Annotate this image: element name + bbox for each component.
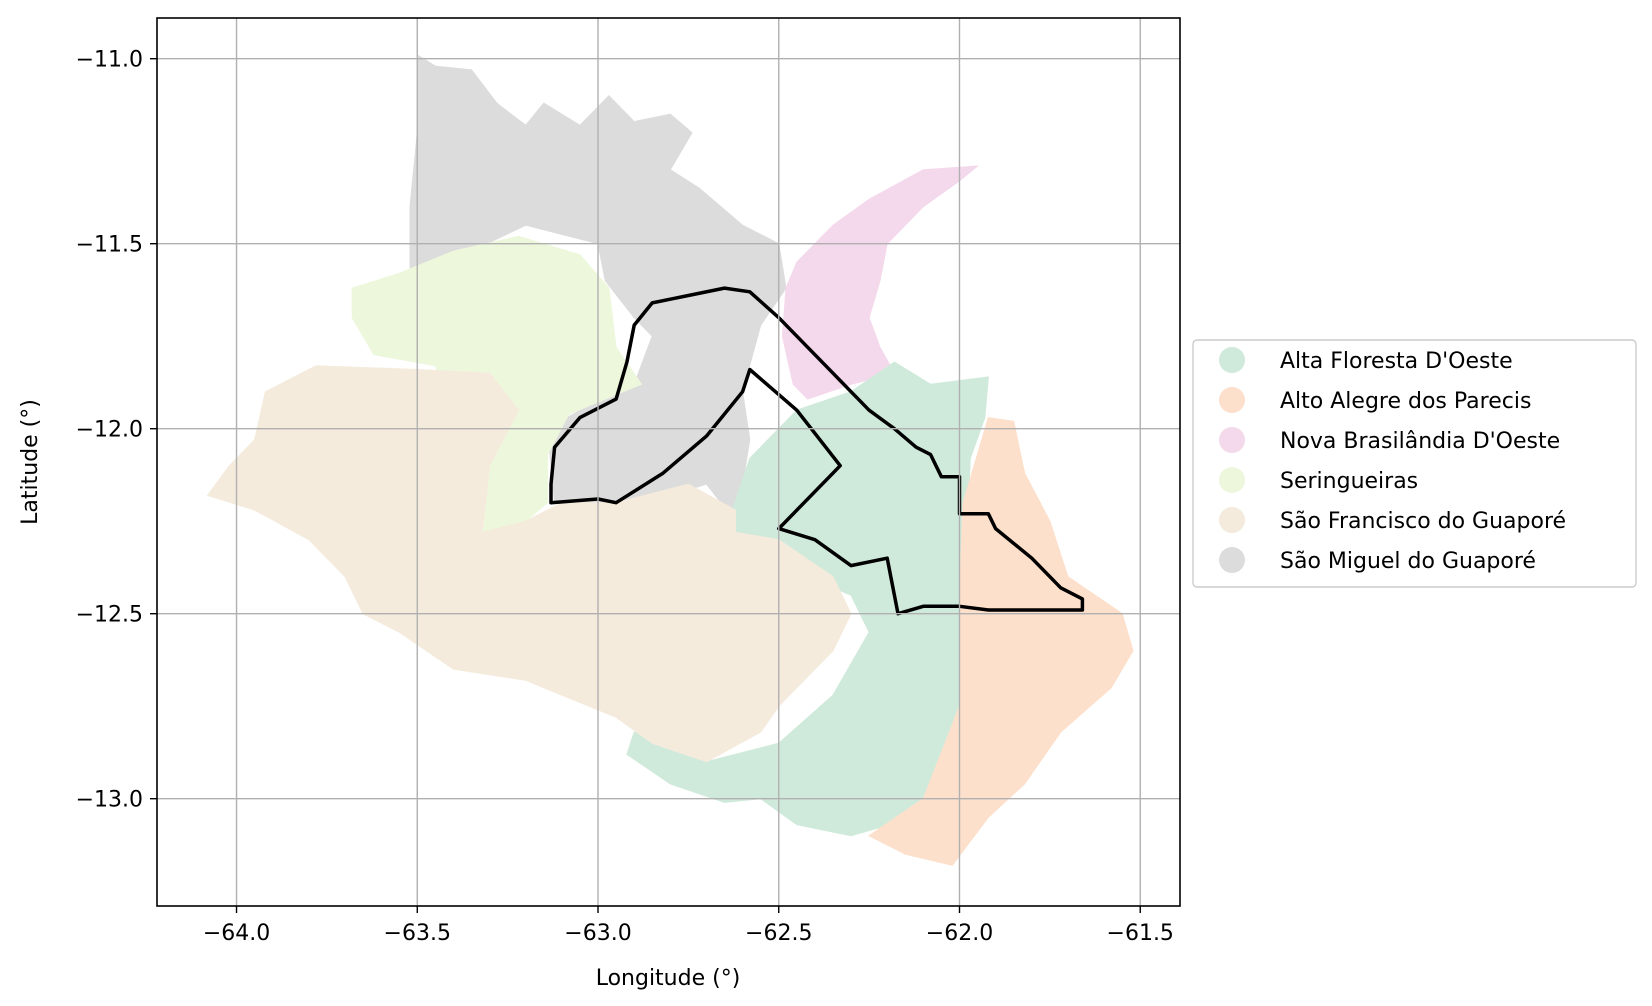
- legend-frame: [1192, 339, 1637, 588]
- y-tick-label: −11.5: [76, 233, 143, 258]
- region-sao-miguel-do-guapore: [409, 54, 787, 523]
- legend-marker: [1219, 507, 1245, 533]
- legend-label: Seringueiras: [1280, 469, 1418, 494]
- legend-marker: [1219, 427, 1245, 453]
- legend-label: Alta Floresta D'Oeste: [1280, 349, 1513, 374]
- legend: Alta Floresta D'Oeste Alto Alegre dos Par…: [1192, 339, 1637, 588]
- x-tick-label: −62.0: [926, 921, 993, 946]
- plot-frame: [156, 17, 1181, 907]
- x-tick-label: −63.0: [564, 921, 631, 946]
- highlight-outline-layer: [549, 286, 1085, 616]
- y-tick-label: −13.0: [76, 788, 143, 813]
- regions-layer: [206, 54, 1134, 866]
- legend-marker: [1219, 387, 1245, 413]
- legend-marker: [1219, 467, 1245, 493]
- legend-items: Alta Floresta D'Oeste Alto Alegre dos Par…: [1219, 347, 1566, 574]
- y-axis-label: Latitude (°): [18, 399, 43, 525]
- highlight-outline: [549, 286, 1085, 616]
- legend-marker: [1219, 547, 1245, 573]
- x-axis-ticks: −64.0 −63.5 −63.0 −62.5 −62.0 −61.5: [203, 906, 1174, 946]
- x-tick-label: −64.0: [203, 921, 270, 946]
- legend-label: São Miguel do Guaporé: [1280, 549, 1536, 574]
- legend-label: São Francisco do Guaporé: [1280, 509, 1566, 534]
- legend-label: Nova Brasilândia D'Oeste: [1280, 429, 1560, 454]
- legend-label: Alto Alegre dos Parecis: [1280, 389, 1531, 414]
- grid-layer: [157, 18, 1180, 906]
- region-sao-francisco-do-guapore: [206, 365, 852, 763]
- y-tick-label: −12.5: [76, 603, 143, 628]
- x-axis-label: Longitude (°): [596, 966, 741, 991]
- y-axis-ticks: −11.0 −11.5 −12.0 −12.5 −13.0: [76, 48, 157, 813]
- x-tick-label: −61.5: [1107, 921, 1174, 946]
- y-tick-label: −11.0: [76, 48, 143, 73]
- region-nova-brasilandia-d-oeste: [781, 165, 980, 400]
- legend-marker: [1219, 347, 1245, 373]
- x-tick-label: −63.5: [384, 921, 451, 946]
- y-tick-label: −12.0: [76, 418, 143, 443]
- x-tick-label: −62.5: [745, 921, 812, 946]
